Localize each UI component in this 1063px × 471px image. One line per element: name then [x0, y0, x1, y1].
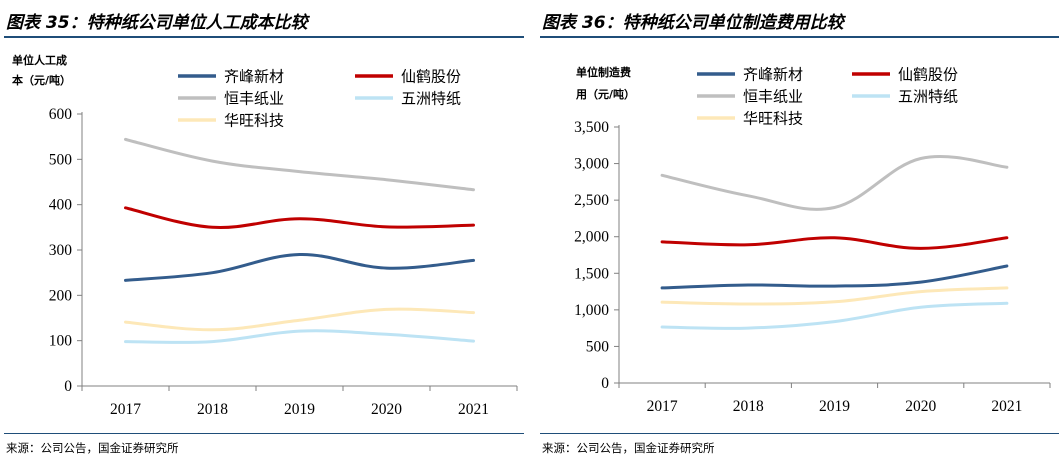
- y-tick-label: 500: [586, 338, 610, 355]
- source-rule: [540, 433, 1059, 434]
- x-tick-label: 2017: [110, 401, 141, 418]
- y-tick-label: 100: [49, 333, 73, 350]
- x-tick-label: 2019: [284, 401, 315, 418]
- x-tick-label: 2018: [733, 398, 764, 415]
- y-tick-label: 200: [49, 287, 73, 304]
- y-tick-label: 500: [49, 151, 73, 168]
- figure-title: 图表 35：特种纸公司单位人工成本比较: [6, 13, 308, 33]
- legend-label: 恒丰纸业: [743, 88, 803, 106]
- y-tick-label: 0: [601, 375, 609, 392]
- series-line-2: [660, 236, 1009, 250]
- y-axis-label: 单位制造费: [576, 65, 631, 79]
- series-line-4: [124, 329, 475, 344]
- y-tick-label: 2,500: [574, 192, 609, 209]
- y-tick-label: 0: [64, 378, 72, 395]
- legend-label: 华旺科技: [743, 110, 803, 128]
- series-line-5: [124, 307, 475, 332]
- legend-label: 仙鹤股份: [898, 66, 958, 84]
- x-tick-label: 2020: [371, 401, 402, 418]
- chart-panel-left: 图表 35：特种纸公司单位人工成本比较 单位人工成本（元/吨） 0 100 200 30…: [0, 0, 528, 471]
- legend-label: 齐峰新材: [224, 68, 284, 86]
- y-tick-label: 3,000: [574, 156, 609, 173]
- title-rule: [540, 36, 1059, 38]
- x-tick-label: 2019: [819, 398, 850, 415]
- y-tick-label: 1,000: [574, 302, 609, 319]
- y-axis-label: 单位人工成: [12, 53, 67, 67]
- y-tick-label: 3,500: [574, 119, 609, 136]
- y-tick-label: 600: [49, 106, 73, 123]
- source-note: 来源：公司公告，国金证券研究所: [542, 441, 715, 455]
- line-chart-labor-cost: 单位人工成本（元/吨） 0 100 200 300 400 500 600 2017 2018 20…: [12, 53, 518, 418]
- legend-label: 恒丰纸业: [224, 90, 284, 108]
- line-chart-manufacturing-cost: 单位制造费用（元/吨） 0 500 1,000 1,500 2,000 2,500 3,000…: [574, 65, 1051, 415]
- source-note: 来源：公司公告，国金证券研究所: [6, 441, 179, 455]
- legend-label: 齐峰新材: [743, 66, 803, 84]
- y-tick-label: 2,000: [574, 229, 609, 246]
- title-rule: [4, 36, 524, 38]
- y-axis-label: 用（元/吨）: [576, 87, 635, 101]
- series-line-5: [660, 286, 1009, 306]
- series-line-2: [124, 206, 475, 230]
- y-tick-label: 400: [49, 197, 73, 214]
- legend-label: 仙鹤股份: [401, 68, 461, 86]
- x-tick-label: 2021: [991, 398, 1022, 415]
- series-line-4: [660, 301, 1009, 330]
- y-axis-label: 本（元/吨）: [12, 73, 71, 87]
- x-tick-label: 2018: [197, 401, 228, 418]
- series-line-3: [124, 137, 475, 192]
- x-tick-label: 2021: [458, 401, 489, 418]
- legend-label: 华旺科技: [224, 112, 284, 130]
- x-tick-label: 2017: [647, 398, 678, 415]
- legend-label: 五洲特纸: [401, 90, 461, 108]
- series-line-1: [124, 252, 475, 282]
- series-line-3: [660, 154, 1009, 211]
- y-tick-label: 300: [49, 242, 73, 259]
- chart-panel-right: 图表 36：特种纸公司单位制造费用比较 单位制造费用（元/吨） 0 500 1,000…: [536, 0, 1063, 471]
- legend-label: 五洲特纸: [898, 88, 958, 106]
- source-rule: [4, 433, 524, 434]
- series-line-1: [660, 264, 1009, 290]
- y-tick-label: 1,500: [574, 265, 609, 282]
- figure-title: 图表 36：特种纸公司单位制造费用比较: [542, 13, 844, 33]
- x-tick-label: 2020: [905, 398, 936, 415]
